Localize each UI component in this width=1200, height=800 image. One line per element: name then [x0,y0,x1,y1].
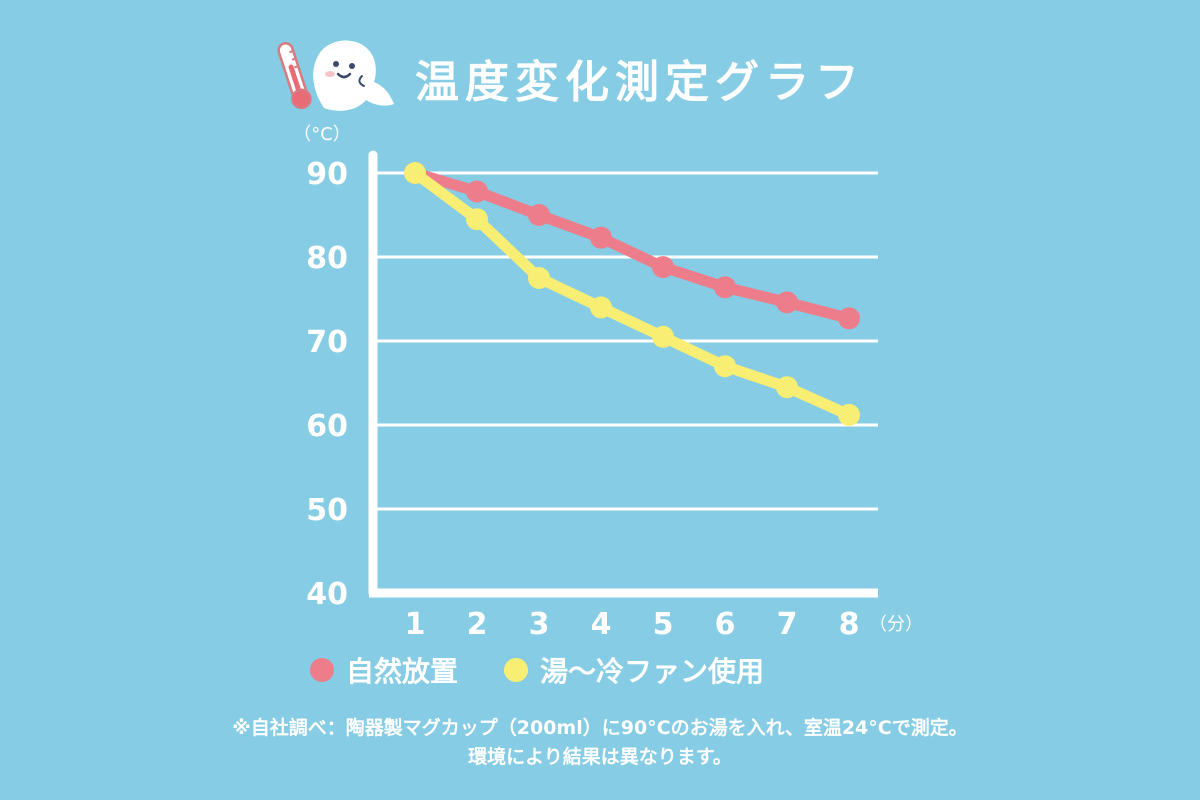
legend-item-fan: 湯〜冷ファン使用 [504,650,764,690]
data-point-natural [652,256,674,279]
data-point-natural [776,291,798,314]
data-point-fan [404,162,426,184]
data-point-fan [590,296,612,319]
data-point-fan [838,403,860,426]
x-tick-label: 8 [839,607,860,642]
x-axis-label: （分） [869,614,923,635]
y-tick-label: 80 [306,241,348,276]
data-point-fan [528,267,550,289]
data-point-natural [590,226,612,249]
series-natural [404,162,860,330]
x-tick-label: 7 [777,607,798,642]
y-tick-label: 60 [306,409,348,444]
y-axis-label: （°C） [293,124,351,145]
data-point-fan [652,325,674,348]
page-title: 温度変化測定グラフ [415,57,865,108]
data-point-natural [838,307,860,330]
x-tick-label: 5 [653,607,674,642]
data-point-fan [466,208,488,231]
data-point-natural [466,180,488,203]
x-tick-label: 6 [715,607,736,642]
mascot-illustration [277,40,394,111]
y-tick-labels: 40 50 60 70 80 90 [306,157,348,612]
x-tick-label: 3 [529,607,550,642]
y-tick-label: 40 [306,577,348,612]
footnote-line-1: ※自社調べ：陶器製マグカップ（200ml）に90°Cのお湯を入れ、室温24°Cで… [232,717,968,739]
chart-header: 温度変化測定グラフ [270,30,930,120]
x-tick-labels: 1 2 3 4 5 6 7 8 [405,607,860,642]
x-tick-label: 4 [591,607,612,642]
legend-label-fan: 湯〜冷ファン使用 [540,655,765,688]
data-point-fan [776,376,798,399]
ghost-mascot-icon [313,40,394,111]
x-tick-label: 2 [467,607,488,642]
footnote-line-2: 環境により結果は異なります。 [468,746,732,768]
chart-legend: 自然放置 湯〜冷ファン使用 [310,650,810,690]
legend-item-natural: 自然放置 [310,650,458,690]
data-point-natural [528,204,550,226]
grid-lines [373,171,878,511]
chart-axes [368,150,878,598]
legend-label-natural: 自然放置 [346,655,459,688]
y-tick-label: 70 [306,325,348,360]
data-point-fan [714,355,736,378]
y-tick-label: 50 [306,493,348,528]
thermometer-icon [277,42,312,110]
data-point-natural [714,276,736,299]
legend-marker-natural [310,658,334,682]
series-fan [404,162,860,426]
chart-series [404,162,860,426]
legend-marker-fan [504,658,529,682]
footnote: ※自社調べ：陶器製マグカップ（200ml）に90°Cのお湯を入れ、室温24°Cで… [0,714,1200,772]
x-tick-label: 1 [405,607,426,642]
y-tick-label: 90 [306,157,348,192]
